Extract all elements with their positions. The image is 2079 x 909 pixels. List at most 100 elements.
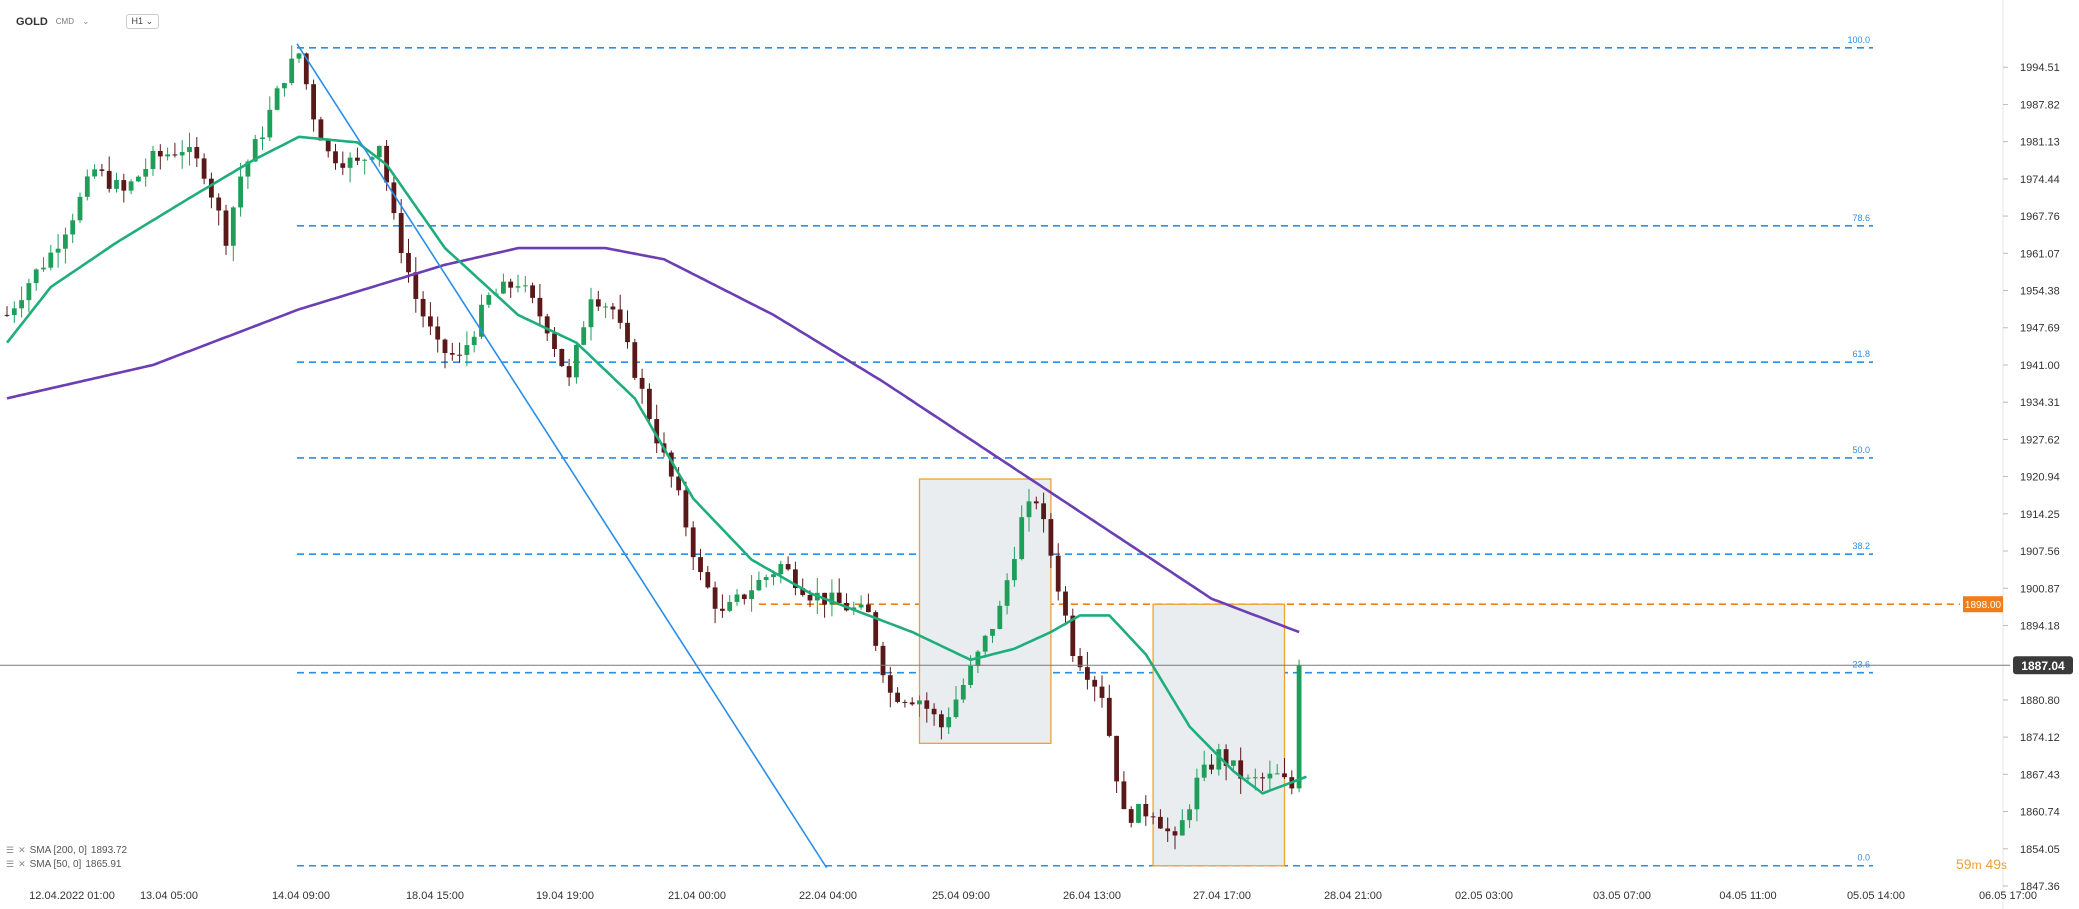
candle [187,132,192,166]
candle [223,204,229,255]
candle-body [617,309,623,323]
candle [194,137,200,168]
candle-body [690,527,696,558]
candle-body [1282,773,1287,778]
y-tick-label: 1900.87 [2020,583,2060,595]
close-icon[interactable]: ✕ [18,859,26,869]
candle-body [413,272,419,299]
candle [625,310,630,349]
candle-body [1260,777,1265,779]
candle [1004,573,1010,615]
candle [449,342,455,361]
bars-icon[interactable]: ☰ [6,859,15,869]
candle [895,687,900,704]
y-tick-label: 1874.12 [2020,732,2060,744]
candle [654,404,660,454]
legend-sma-200[interactable]: ☰ ✕ SMA [200, 0] 1893.72 [6,845,127,856]
candle [1216,743,1222,776]
candle-body [406,253,411,273]
bar-countdown: 59m 49s [1956,856,2008,872]
candle-body [1209,764,1214,770]
candle-body [676,476,681,491]
candle [909,697,915,706]
candle-body [143,168,149,177]
candle-body [63,234,68,249]
candle-body [1085,667,1090,680]
candle-body [55,248,61,253]
candle-body [793,569,798,589]
candle-body [756,579,762,591]
candle-body [1099,686,1105,698]
candle [610,302,616,320]
candle-body [1114,735,1119,782]
candle-body [289,58,295,84]
candle [114,172,119,193]
symbol-label[interactable]: GOLD [16,15,48,28]
candle-body [698,557,703,573]
candle-body [391,182,397,214]
candle [420,291,426,328]
close-icon[interactable]: ✕ [18,845,26,855]
candle-body [99,169,105,171]
bars-icon[interactable]: ☰ [6,845,15,855]
candle [11,301,17,323]
candle [260,126,265,150]
x-tick-label: 06.05 17:00 [1979,890,2037,902]
candle-body [325,140,331,152]
timeframe-selector[interactable]: H1 ⌄ [125,14,160,29]
candle-body [858,604,864,608]
candle-body [931,708,937,715]
resistance-label-text: 1898.00 [1965,600,2002,611]
candle-body [530,285,535,298]
candle-body [150,150,156,169]
candle [639,368,645,404]
chart-header: GOLD CMD ⌄ H1 ⌄ [16,14,160,29]
y-tick-label: 1987.82 [2020,99,2060,111]
candle [1201,750,1207,782]
candle [1026,488,1032,532]
candle [230,206,236,262]
y-tick-label: 1847.36 [2020,881,2060,893]
candle-body [194,147,200,159]
instrument-type: CMD [55,17,74,26]
candle [1165,817,1171,843]
candle-body [632,342,638,378]
y-tick-label: 1934.31 [2020,397,2060,409]
candle [1172,826,1178,850]
candle [165,147,170,161]
candle-body [1201,764,1207,778]
candle [1099,675,1105,708]
candle [668,450,674,488]
candle [172,142,178,158]
candle-body [282,83,287,89]
candle [428,302,433,335]
candle-body [588,299,594,328]
candle [282,82,287,97]
candle-body [274,88,280,110]
legend-sma-50[interactable]: ☰ ✕ SMA [50, 0] 1865.91 [6,859,121,870]
candle-body [464,345,470,355]
y-tick-label: 1880.80 [2020,695,2060,707]
candle [902,699,908,708]
chevron-down-icon[interactable]: ⌄ [82,16,90,26]
candle-body [544,316,550,334]
candle [647,383,652,425]
candle-body [705,572,711,588]
candle [566,359,572,386]
candle-body [1055,555,1061,592]
candle [92,164,97,179]
legend-sma-50-value: 1865.91 [85,859,122,870]
candle [1048,513,1054,568]
candle-body [902,701,908,703]
candle-body [595,299,601,307]
candle-body [771,574,776,578]
candle [238,162,243,217]
candle-body [1179,820,1185,836]
candle-body [559,349,565,367]
candle [457,342,462,363]
candle-body [84,176,90,197]
candle [128,179,134,195]
candle-body [238,176,243,208]
candle-body [1194,777,1200,810]
